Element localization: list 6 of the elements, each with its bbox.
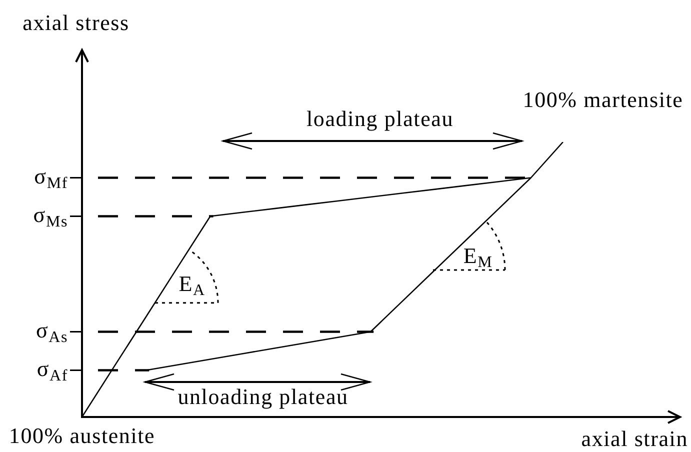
x-axis-title: axial strain <box>581 426 688 451</box>
text: 100% martensite <box>522 86 684 112</box>
text: 100% austenite <box>8 422 156 448</box>
text: loading plateau <box>306 106 454 131</box>
annotation: unloading plateau <box>178 384 348 409</box>
y-axis-title: axial stress <box>22 10 130 35</box>
